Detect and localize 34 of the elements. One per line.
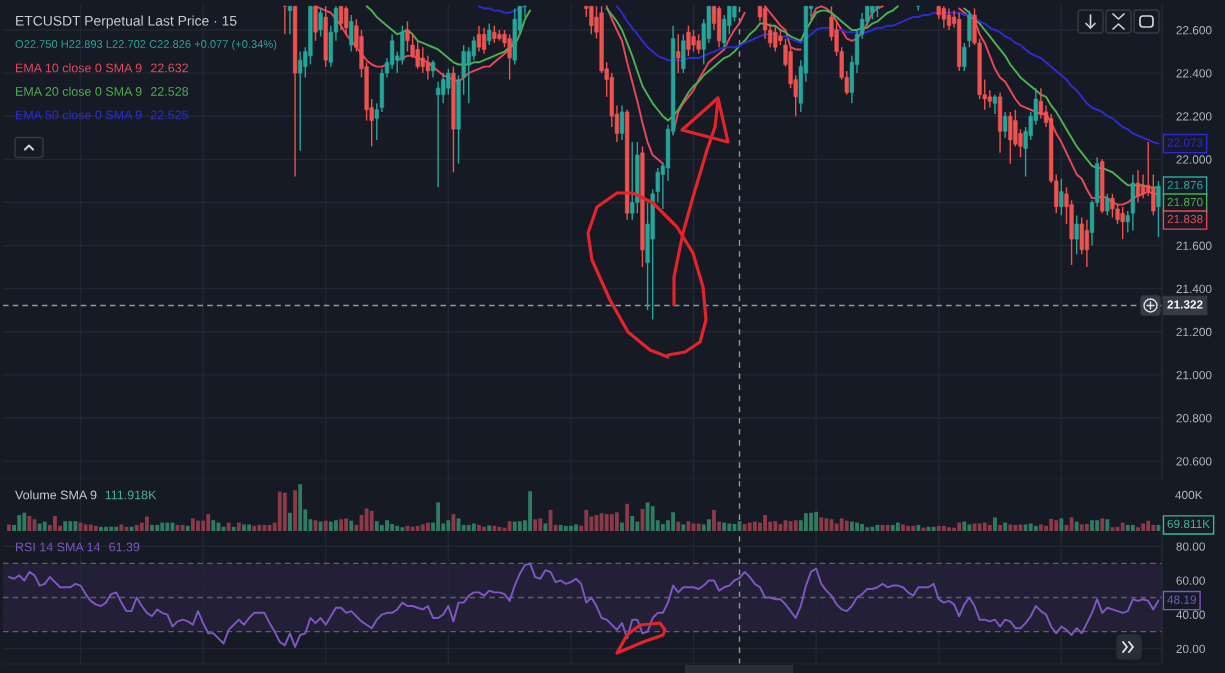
ref-line-label: 21.322 bbox=[1167, 300, 1203, 309]
y-tick-label: 22.000 bbox=[1176, 155, 1212, 164]
y-tick-label: 80.00 bbox=[1176, 542, 1205, 551]
text: EMA 10 close 0 SMA 9 bbox=[16, 63, 142, 73]
series-label: Volume SMA 9 bbox=[15, 490, 97, 500]
text: 69.811K bbox=[1167, 519, 1210, 529]
y-tick-label: 20.800 bbox=[1176, 414, 1212, 423]
y-tick-label: 22.200 bbox=[1176, 112, 1212, 121]
annotation: 22.528 bbox=[151, 87, 189, 96]
y-tick-label: 22.600 bbox=[1176, 26, 1212, 35]
text: 21.870 bbox=[1167, 197, 1203, 207]
y-tick-label: 21.000 bbox=[1176, 370, 1212, 380]
text: 21.838 bbox=[1167, 214, 1203, 224]
annotation: 22.525 bbox=[150, 110, 188, 120]
annotation: 21.876 bbox=[1167, 180, 1203, 190]
y-tick-label: 21.400 bbox=[1176, 284, 1212, 294]
series-label: RSI 14 SMA 14 bbox=[16, 542, 101, 552]
text: EMA 20 close 0 SMA 9 bbox=[16, 86, 142, 96]
y-tick-label: 21.200 bbox=[1176, 327, 1212, 337]
y-tick-label: 20.600 bbox=[1176, 457, 1212, 466]
y-tick-label: 40.00 bbox=[1176, 610, 1205, 619]
annotation: 22.632 bbox=[151, 63, 188, 73]
y-tick-label: 60.00 bbox=[1176, 576, 1205, 585]
text: O22.750 H22.893 L22.702 C22.826 +0.077 (+0.34%) bbox=[15, 39, 277, 51]
text: ETCUSDT Perpetual Last Price · 15 bbox=[16, 15, 237, 29]
annotation: 48.19 bbox=[1167, 595, 1196, 604]
y-tick-label: 20.00 bbox=[1176, 644, 1205, 654]
annotation: 61.39 bbox=[109, 542, 140, 552]
y-tick-label: 21.600 bbox=[1176, 241, 1212, 250]
text: 400K bbox=[1175, 490, 1203, 500]
text: EMA 50 close 0 SMA 9 bbox=[16, 110, 142, 120]
annotation: 111.918K bbox=[105, 490, 157, 500]
y-tick-label: 22.400 bbox=[1176, 69, 1212, 78]
annotation: 22.073 bbox=[1167, 138, 1203, 147]
